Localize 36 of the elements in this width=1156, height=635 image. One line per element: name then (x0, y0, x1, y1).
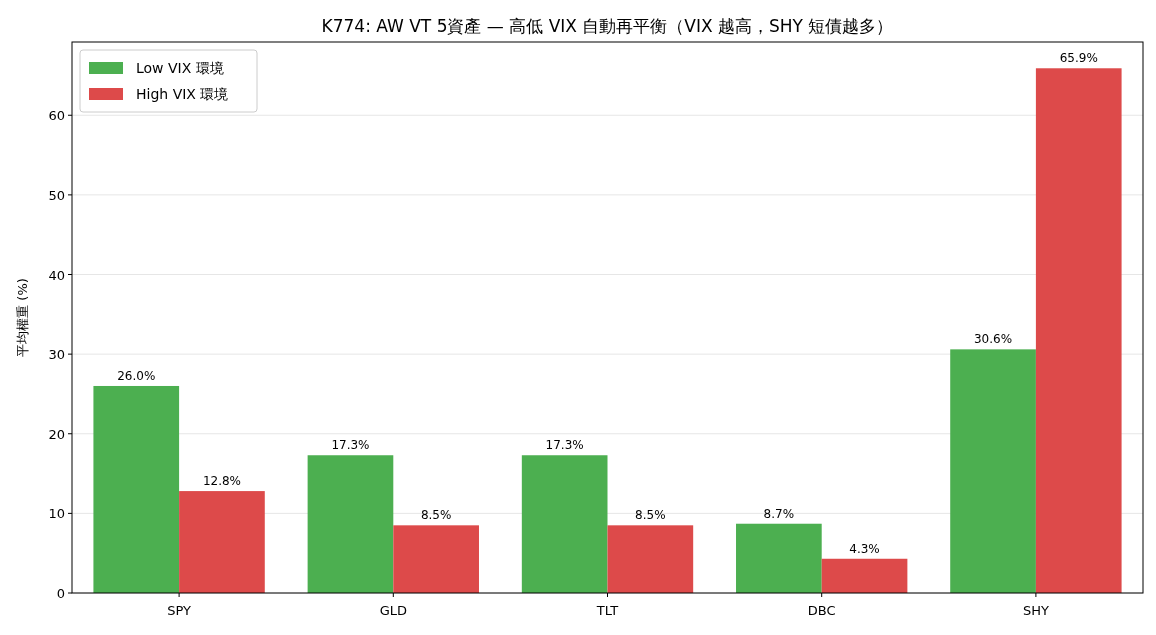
y-tick-label: 40 (48, 267, 65, 283)
bar (607, 525, 694, 593)
y-tick-label: 50 (48, 187, 65, 203)
data-label: 30.6% (974, 332, 1013, 347)
y-tick-label: 20 (48, 426, 65, 442)
bar (393, 525, 479, 593)
bar (1035, 68, 1122, 593)
data-label: 26.0% (117, 368, 156, 383)
bar (736, 523, 822, 593)
data-label: 8.5% (635, 508, 666, 523)
data-label: 12.8% (202, 474, 241, 489)
data-label: 8.5% (420, 508, 452, 523)
x-tick-label: GLD (379, 603, 407, 618)
bar (821, 558, 908, 593)
y-tick-label: 30 (48, 347, 65, 363)
bar (93, 385, 180, 593)
y-tick-label: 60 (48, 108, 65, 124)
y-tick-label: 10 (48, 506, 65, 522)
legend-label: High VIX 環境 (136, 86, 229, 102)
bar (179, 491, 265, 593)
x-tick-label: SHY (1022, 603, 1049, 618)
data-label: 17.3% (545, 438, 584, 453)
chart-title: K774: AW VT 5資產 — 高低 VIX 自動再平衡（VIX 越高，SHY 短債越多） (321, 16, 894, 36)
data-label: 8.7% (763, 506, 795, 521)
y-axis-title: 平均權重 (%) (15, 278, 30, 357)
x-tick-label: SPY (167, 603, 192, 618)
data-label: 65.9% (1059, 51, 1098, 66)
bar (307, 455, 394, 593)
data-label: 17.3% (331, 438, 370, 453)
data-label: 4.3% (849, 541, 880, 556)
bar (521, 455, 608, 593)
y-tick-label: 0 (56, 586, 65, 601)
bar (950, 349, 1036, 593)
x-tick-label: DBC (807, 603, 836, 618)
legend-label: Low VIX 環境 (136, 60, 224, 76)
x-tick-label: TLT (595, 603, 619, 618)
